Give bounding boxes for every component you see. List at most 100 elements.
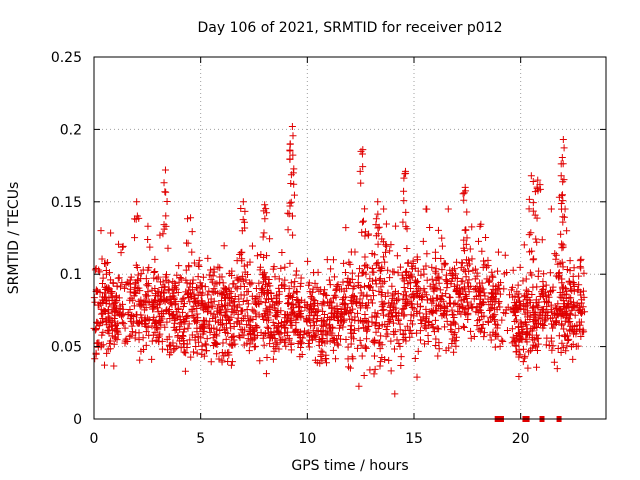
data-point xyxy=(528,334,536,342)
data-point xyxy=(514,281,522,289)
data-point xyxy=(467,300,475,308)
data-point xyxy=(239,216,247,224)
data-point xyxy=(111,321,119,329)
data-point xyxy=(400,197,408,205)
data-point xyxy=(133,276,141,284)
data-point xyxy=(360,268,368,276)
data-point xyxy=(445,299,453,307)
data-point xyxy=(459,304,467,312)
data-point xyxy=(559,136,567,144)
data-point xyxy=(224,358,232,366)
data-point xyxy=(371,365,379,373)
data-point xyxy=(97,310,105,318)
data-point xyxy=(558,339,566,347)
data-point xyxy=(450,300,458,308)
data-point xyxy=(133,198,141,206)
data-point xyxy=(328,299,336,307)
data-point xyxy=(137,275,145,283)
data-point xyxy=(172,285,180,293)
data-point xyxy=(161,323,169,331)
data-point xyxy=(386,274,394,282)
data-point xyxy=(206,328,214,336)
data-point xyxy=(203,347,211,355)
data-point xyxy=(386,316,394,324)
data-point xyxy=(437,254,445,262)
data-point xyxy=(130,302,138,310)
data-point xyxy=(576,257,584,265)
data-point xyxy=(177,319,185,327)
data-point xyxy=(333,340,341,348)
data-point xyxy=(192,317,200,325)
data-point xyxy=(256,263,264,271)
data-point xyxy=(115,294,123,302)
data-point xyxy=(176,337,184,345)
data-point xyxy=(232,283,240,291)
data-point xyxy=(515,290,523,298)
data-point xyxy=(358,218,366,226)
data-point xyxy=(131,234,139,242)
data-point xyxy=(341,305,349,313)
data-point xyxy=(126,288,134,296)
data-point xyxy=(339,323,347,331)
data-point xyxy=(392,312,400,320)
data-point xyxy=(458,259,466,267)
data-point xyxy=(292,271,300,279)
data-point xyxy=(519,358,527,366)
data-point xyxy=(399,218,407,226)
data-point xyxy=(375,339,383,347)
data-point xyxy=(261,330,269,338)
data-point xyxy=(102,260,110,268)
data-point xyxy=(560,144,568,152)
data-point xyxy=(193,349,201,357)
data-point xyxy=(151,255,159,263)
data-point xyxy=(188,248,196,256)
data-point xyxy=(396,342,404,350)
data-point xyxy=(182,266,190,274)
data-point xyxy=(388,292,396,300)
data-point xyxy=(308,336,316,344)
data-point xyxy=(481,329,489,337)
data-point xyxy=(496,342,504,350)
data-point xyxy=(400,283,408,291)
data-point xyxy=(293,288,301,296)
data-point xyxy=(219,321,227,329)
data-point xyxy=(411,354,419,362)
data-point xyxy=(126,306,134,314)
data-point xyxy=(180,348,188,356)
data-point xyxy=(177,275,185,283)
data-point xyxy=(91,298,99,306)
data-point xyxy=(289,212,297,220)
data-point xyxy=(553,365,561,373)
data-point xyxy=(273,340,281,348)
data-point xyxy=(284,312,292,320)
data-point xyxy=(384,330,392,338)
data-point xyxy=(379,311,387,319)
y-tick-label: 0.05 xyxy=(51,340,82,356)
data-point xyxy=(301,304,309,312)
data-point xyxy=(261,312,269,320)
data-point xyxy=(253,252,261,260)
data-point xyxy=(403,322,411,330)
data-point xyxy=(104,345,112,353)
data-point xyxy=(215,355,223,363)
data-point xyxy=(536,310,544,318)
data-point xyxy=(572,330,580,338)
data-point xyxy=(192,342,200,350)
data-point xyxy=(493,324,501,332)
data-point xyxy=(237,204,245,212)
data-point xyxy=(148,286,156,294)
data-point xyxy=(421,340,429,348)
data-point xyxy=(490,312,498,320)
data-point xyxy=(381,356,389,364)
data-point xyxy=(143,281,151,289)
data-point xyxy=(467,282,475,290)
data-point xyxy=(116,310,124,318)
data-point xyxy=(288,321,296,329)
data-point xyxy=(347,340,355,348)
data-point xyxy=(471,265,479,273)
data-point xyxy=(169,278,177,286)
data-point xyxy=(345,363,353,371)
data-point xyxy=(170,310,178,318)
data-point xyxy=(165,278,173,286)
data-point xyxy=(286,202,294,210)
